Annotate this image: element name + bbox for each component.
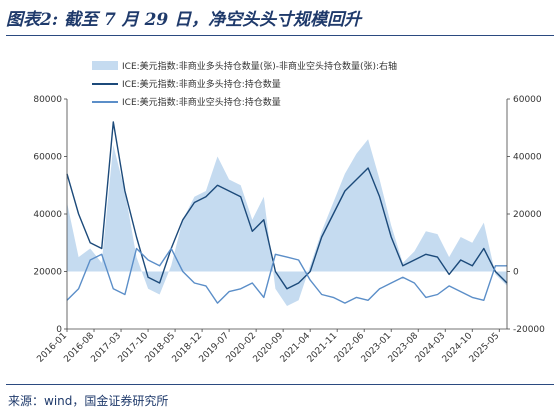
legend-swatch-area [92, 61, 118, 70]
left-tick-label: 60000 [33, 153, 62, 163]
right-tick-label: 40000 [513, 153, 542, 163]
area-series-layer [67, 139, 507, 306]
line-series-layer [66, 121, 508, 304]
title-divider [6, 35, 554, 36]
left-tick-label: 40000 [33, 210, 62, 220]
source-note: 来源：wind，国金证券研究所 [8, 394, 169, 408]
right-tick-label: -20000 [513, 325, 545, 335]
figure-title: 图表2: 截至 7 月 29 日，净空头头寸规模回升 [6, 10, 362, 30]
left-tick-label: 0 [56, 325, 62, 335]
legend: ICE:美元指数:非商业多头持仓数量(张)-非商业空头持仓数量(张):右轴 ICE… [92, 60, 397, 108]
left-tick-label: 20000 [33, 268, 62, 278]
right-tick-label: 60000 [513, 95, 542, 105]
short-position-line [66, 247, 507, 304]
right-tick-label: 20000 [513, 210, 542, 220]
left-tick-label: 80000 [33, 95, 62, 105]
legend-label: ICE:美元指数:非商业空头持仓:持仓数量 [122, 96, 281, 108]
right-tick-label: 0 [513, 268, 519, 278]
legend-label: ICE:美元指数:非商业多头持仓数量(张)-非商业空头持仓数量(张):右轴 [122, 60, 397, 72]
legend-label: ICE:美元指数:非商业多头持仓:持仓数量 [122, 78, 281, 90]
chart: 0 20000 40000 60000 80000 -20000 0 20000 40000 60… [33, 60, 545, 365]
long-position-line [66, 121, 508, 290]
source-divider [6, 384, 554, 385]
x-tick-label: 2025-05 [468, 331, 502, 365]
net-position-area [67, 139, 507, 306]
